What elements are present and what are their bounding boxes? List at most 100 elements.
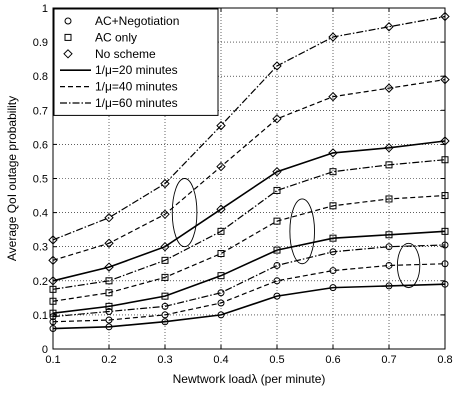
legend-item-circle: AC+Negotiation — [64, 14, 179, 28]
series-line — [52, 79, 446, 261]
legend-label: 1/μ=40 minutes — [95, 80, 178, 94]
data-point — [105, 316, 113, 324]
series-line — [52, 194, 446, 302]
data-point — [329, 248, 337, 256]
x-tick-label: 0.4 — [213, 354, 228, 366]
legend-label: 1/μ=20 minutes — [95, 63, 178, 77]
y-tick-label: 0.5 — [33, 174, 48, 186]
data-point — [216, 161, 226, 172]
y-tick-label: 0.7 — [33, 105, 48, 117]
data-point — [384, 83, 394, 93]
series-line — [52, 15, 446, 241]
data-point — [105, 289, 113, 297]
data-point — [384, 143, 394, 153]
x-tick-label: 0.8 — [437, 354, 452, 366]
data-point — [217, 272, 225, 280]
series-square-solid — [49, 227, 449, 317]
legend-marker — [63, 49, 73, 59]
data-point — [273, 217, 281, 225]
legend-box — [53, 8, 219, 116]
series-square-dashdot — [49, 156, 449, 293]
x-tick-label: 0.2 — [101, 354, 116, 366]
data-point — [329, 168, 337, 176]
y-tick-label: 0.3 — [33, 242, 48, 254]
data-point — [216, 204, 226, 214]
y-axis-label: Average QoI outage probability — [5, 96, 19, 261]
legend-marker — [64, 17, 72, 25]
data-point — [160, 209, 170, 220]
data-point — [104, 213, 114, 223]
data-point — [385, 231, 393, 239]
series-diamond-dashdot — [48, 11, 450, 245]
y-tick-label: 0.4 — [33, 208, 48, 220]
data-point — [161, 302, 169, 310]
data-point — [217, 299, 225, 307]
legend-item-dashdot: 1/μ=60 minutes — [60, 96, 178, 110]
data-point — [385, 243, 393, 251]
data-point — [105, 302, 113, 310]
data-point — [217, 289, 225, 297]
data-point — [272, 114, 282, 124]
data-point — [273, 292, 281, 300]
y-tick-label: 1 — [42, 3, 48, 15]
x-tick-label: 0.1 — [45, 354, 60, 366]
data-point — [273, 246, 281, 254]
data-point — [161, 311, 169, 319]
series-circle-dashed — [49, 260, 449, 326]
legend-item-solid: 1/μ=20 minutes — [60, 63, 178, 77]
data-point — [328, 91, 338, 102]
data-point — [105, 323, 113, 331]
data-point — [161, 318, 169, 326]
data-point — [329, 284, 337, 292]
y-tick-label: 0.6 — [33, 139, 48, 151]
data-point — [384, 22, 394, 32]
data-point — [217, 311, 225, 319]
x-tick-label: 0.5 — [269, 354, 284, 366]
x-tick-label: 0.7 — [381, 354, 396, 366]
y-tick-label: 0.9 — [33, 37, 48, 49]
data-point — [329, 267, 337, 275]
annotation-group — [171, 178, 421, 289]
data-point — [105, 307, 113, 315]
data-point — [104, 262, 114, 272]
tick-group: 0.1 0.2 0.3 0.4 0.5 0.6 0.7 0.800.10.20.30.40.5… — [33, 3, 453, 366]
data-point — [273, 261, 281, 269]
data-point — [272, 166, 282, 177]
series-line — [52, 263, 446, 323]
x-axis-label: Newtwork loadλ (per minute) — [173, 372, 326, 386]
data-point — [328, 32, 338, 42]
legend-label: AC only — [95, 30, 137, 44]
data-point — [385, 282, 393, 290]
data-point — [328, 148, 338, 158]
data-point — [161, 273, 169, 281]
data-point — [385, 261, 393, 269]
series-square-dashed — [49, 192, 449, 305]
legend-item-dashed: 1/μ=40 minutes — [60, 80, 178, 94]
y-tick-label: 0.2 — [33, 276, 48, 288]
series-line — [52, 244, 446, 318]
legend-item-square: AC only — [64, 30, 137, 44]
data-point — [160, 178, 170, 189]
legend-marker — [64, 33, 72, 41]
series-line — [52, 230, 446, 314]
annotation-ellipse — [396, 242, 421, 289]
data-point — [161, 292, 169, 300]
data-point — [216, 120, 226, 131]
data-point — [104, 238, 114, 248]
data-point — [385, 195, 393, 203]
series-line — [52, 140, 446, 282]
data-point — [160, 241, 170, 252]
legend: AC+Negotiation AC only No scheme 1/μ=20 min… — [53, 8, 219, 116]
data-point — [329, 202, 337, 210]
data-point — [329, 234, 337, 242]
data-point — [217, 227, 225, 235]
y-tick-label: 0.1 — [33, 310, 48, 322]
data-point — [273, 277, 281, 285]
legend-label: AC+Negotiation — [95, 14, 179, 28]
annotation-ellipse — [289, 198, 315, 265]
grid — [53, 8, 445, 349]
data-point — [161, 256, 169, 264]
x-tick-label: 0.3 — [157, 354, 172, 366]
